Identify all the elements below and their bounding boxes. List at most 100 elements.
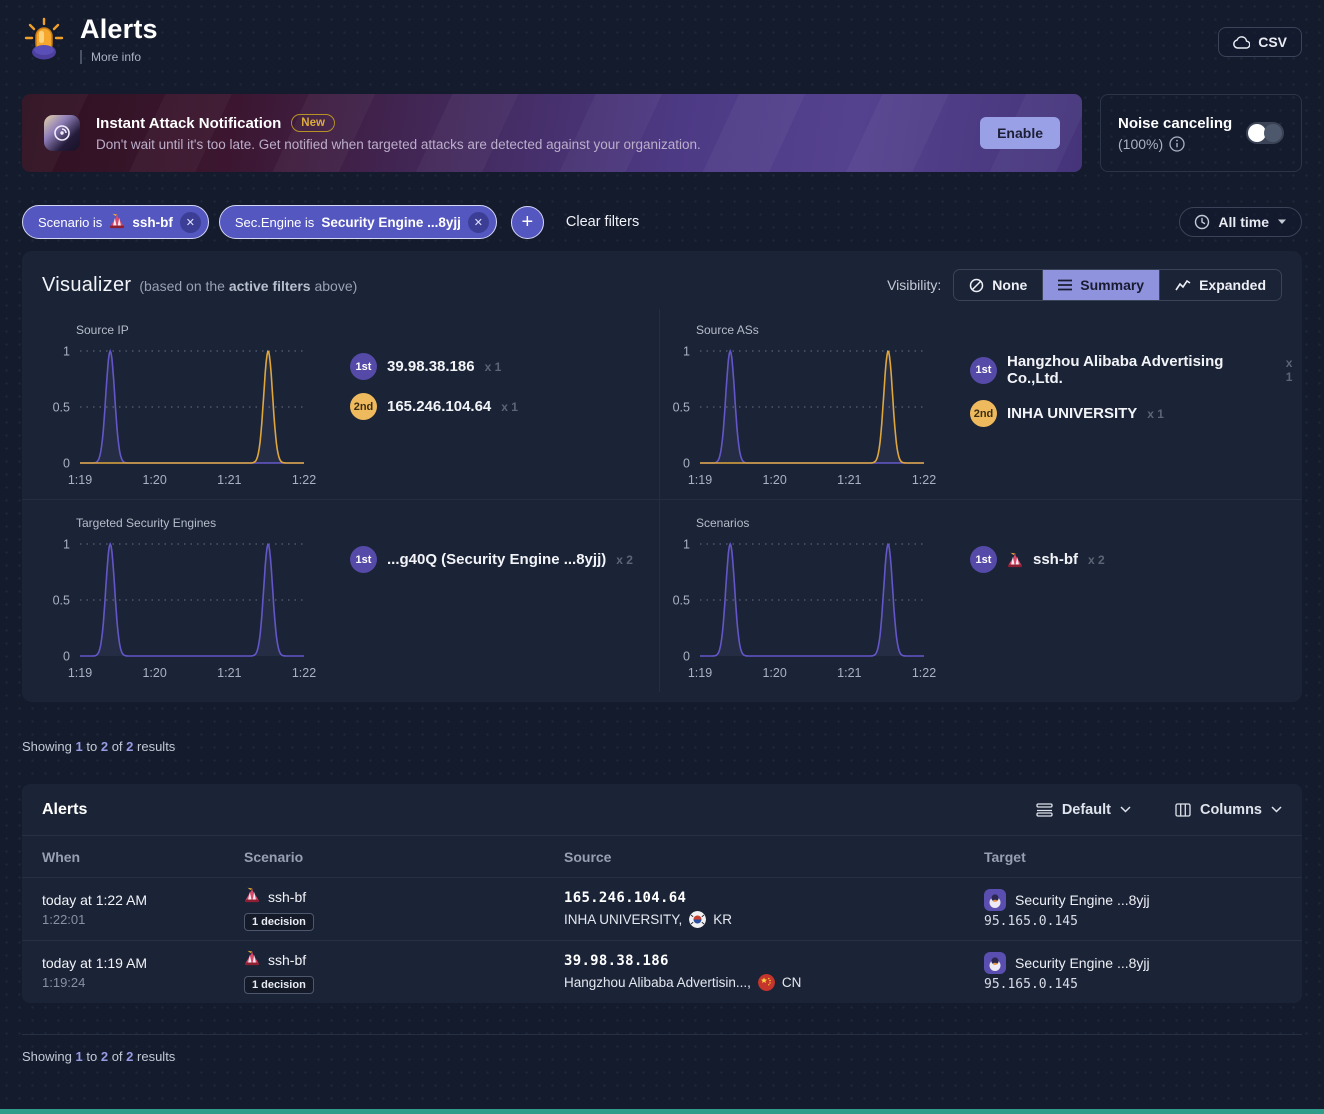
clear-filters-button[interactable]: Clear filters bbox=[565, 214, 640, 230]
svg-text:1:22: 1:22 bbox=[912, 473, 936, 487]
svg-text:1:20: 1:20 bbox=[142, 666, 166, 680]
cn-flag-icon bbox=[757, 974, 775, 991]
chart-legend: 1st Hangzhou Alibaba Advertising Co.,Ltd.… bbox=[970, 341, 1302, 493]
table-row[interactable]: today at 1:19 AM 1:19:24 ssh-bf 1 decisi… bbox=[22, 941, 1302, 1003]
add-filter-button[interactable]: + bbox=[510, 205, 544, 239]
bottom-divider bbox=[22, 1034, 1302, 1035]
visualizer-title: Visualizer bbox=[42, 273, 132, 296]
list-icon bbox=[1058, 279, 1073, 291]
chart-title: Source IP bbox=[76, 323, 129, 337]
column-header-target[interactable]: Target bbox=[984, 848, 1026, 865]
noise-canceling-label: Noise canceling bbox=[1118, 114, 1233, 132]
legend-label: ssh-bf bbox=[1033, 551, 1078, 568]
alert-when-time: 1:22:01 bbox=[42, 911, 86, 927]
target-ip: 95.165.0.145 bbox=[984, 977, 1078, 992]
alert-when: today at 1:19 AM bbox=[42, 954, 148, 971]
svg-text:1:21: 1:21 bbox=[837, 473, 861, 487]
chart-title: Targeted Security Engines bbox=[76, 516, 217, 530]
svg-text:0.5: 0.5 bbox=[53, 401, 70, 415]
legend-item: 1st 39.98.38.186 x 1 bbox=[350, 353, 518, 380]
svg-text:0.5: 0.5 bbox=[673, 401, 690, 415]
page-bottom-accent bbox=[0, 1109, 1324, 1114]
noise-canceling-toggle[interactable] bbox=[1246, 122, 1284, 144]
svg-text:1:22: 1:22 bbox=[292, 473, 316, 487]
legend-item: 1st Hangzhou Alibaba Advertising Co.,Ltd.… bbox=[970, 353, 1302, 387]
alert-when: today at 1:22 AM bbox=[42, 891, 148, 908]
legend-count: x 1 bbox=[1147, 406, 1164, 421]
visibility-expanded-button[interactable]: Expanded bbox=[1159, 270, 1281, 300]
csv-button-label: CSV bbox=[1258, 34, 1287, 50]
legend-label: Hangzhou Alibaba Advertising Co.,Ltd. bbox=[1007, 353, 1224, 387]
target-name: Security Engine ...8yjj bbox=[1015, 892, 1150, 908]
columns-label: Columns bbox=[1199, 801, 1262, 818]
chip-value: Security Engine ...8yjj bbox=[321, 214, 461, 230]
close-icon[interactable]: ✕ bbox=[179, 211, 201, 233]
banner-title: Instant Attack Notification bbox=[96, 114, 282, 132]
rank-badge: 1st bbox=[970, 546, 997, 573]
filter-chip-scenario[interactable]: Scenario is ssh-bf ✕ bbox=[22, 205, 209, 239]
page-title: Alerts bbox=[80, 14, 158, 44]
chart-source-ip: Source IP 0 0.5 1 1:19 1:20 1:21 1:22 1st 39.98… bbox=[22, 309, 660, 499]
rank-badge: 2nd bbox=[970, 400, 997, 427]
chip-prefix: Sec.Engine is bbox=[234, 214, 315, 230]
filter-bar: Scenario is ssh-bf ✕ Sec.Engine is Secur… bbox=[22, 205, 1302, 239]
rank-badge: 1st bbox=[350, 353, 377, 380]
chart-legend: 1st 39.98.38.186 x 1 2nd 165.246.104.64 x 1 bbox=[350, 341, 518, 493]
visibility-summary-button[interactable]: Summary bbox=[1042, 270, 1160, 300]
svg-text:1:19: 1:19 bbox=[68, 473, 92, 487]
table-row[interactable]: today at 1:22 AM 1:22:01 ssh-bf 1 decisi… bbox=[22, 878, 1302, 941]
svg-text:1:20: 1:20 bbox=[762, 666, 786, 680]
alert-scenario: ssh-bf bbox=[268, 888, 307, 905]
svg-text:1:21: 1:21 bbox=[217, 666, 241, 680]
visualizer-card: Visualizer (based on the active filters … bbox=[22, 251, 1302, 702]
legend-label: 39.98.38.186 bbox=[387, 358, 475, 375]
page-header: Alerts More info CSV bbox=[22, 0, 1302, 64]
filter-chip-sec-engine[interactable]: Sec.Engine is Security Engine ...8yjj ✕ bbox=[218, 205, 497, 239]
column-header-when[interactable]: When bbox=[42, 848, 81, 865]
svg-text:1: 1 bbox=[63, 345, 70, 359]
column-header-source[interactable]: Source bbox=[564, 848, 612, 865]
legend-label: ...g40Q (Security Engine ...8yjj) bbox=[387, 551, 607, 568]
chip-value: ssh-bf bbox=[132, 214, 173, 230]
new-badge: New bbox=[291, 114, 335, 132]
legend-label: INHA UNIVERSITY bbox=[1007, 405, 1138, 422]
slash-circle-icon bbox=[970, 278, 984, 292]
svg-text:1: 1 bbox=[683, 538, 690, 552]
line-chart: 0 0.5 1 1:19 1:20 1:21 1:22 bbox=[673, 538, 937, 681]
visibility-segmented-control: None Summary Expanded bbox=[953, 269, 1282, 301]
info-icon[interactable] bbox=[1169, 135, 1185, 152]
enable-button[interactable]: Enable bbox=[980, 117, 1060, 149]
results-summary-top: Showing 1 to 2 of 2 results bbox=[22, 739, 176, 754]
alerts-table-card: Alerts Default bbox=[22, 784, 1302, 1003]
decision-badge: 1 decision bbox=[244, 913, 314, 931]
visibility-label: Visibility: bbox=[887, 277, 942, 293]
close-icon[interactable]: ✕ bbox=[467, 211, 489, 233]
more-info-link[interactable]: More info bbox=[80, 50, 158, 64]
line-chart: 0 0.5 1 1:19 1:20 1:21 1:22 bbox=[673, 345, 937, 488]
siren-icon bbox=[24, 17, 64, 60]
columns-icon bbox=[1175, 802, 1191, 817]
svg-text:1:19: 1:19 bbox=[68, 666, 92, 680]
svg-text:1:19: 1:19 bbox=[688, 666, 712, 680]
columns-dropdown[interactable]: Columns bbox=[1175, 802, 1282, 818]
visibility-none-button[interactable]: None bbox=[954, 270, 1042, 300]
legend-count: x 1 bbox=[484, 359, 502, 374]
legend-item: 1st ssh-bf x 2 bbox=[970, 546, 1105, 573]
visualizer-subtitle: (based on the active filters above) bbox=[139, 277, 358, 294]
charts-grid: Source IP 0 0.5 1 1:19 1:20 1:21 1:22 1st 39.98… bbox=[22, 309, 1302, 702]
svg-text:1:21: 1:21 bbox=[217, 473, 241, 487]
time-range-dropdown[interactable]: All time bbox=[1179, 207, 1302, 237]
svg-text:1:19: 1:19 bbox=[688, 473, 712, 487]
csv-export-button[interactable]: CSV bbox=[1218, 27, 1302, 57]
source-ip: 165.246.104.64 bbox=[564, 890, 687, 906]
chevron-down-icon bbox=[1271, 806, 1282, 813]
density-dropdown[interactable]: Default bbox=[1036, 802, 1131, 818]
svg-text:1:22: 1:22 bbox=[912, 666, 936, 680]
chevron-down-icon bbox=[1278, 219, 1286, 224]
chart-legend: 1st ssh-bf x 2 bbox=[970, 534, 1105, 686]
line-chart: 0 0.5 1 1:19 1:20 1:21 1:22 bbox=[53, 538, 317, 681]
column-header-scenario[interactable]: Scenario bbox=[244, 848, 304, 865]
chart-title: Scenarios bbox=[696, 516, 750, 530]
legend-count: x 2 bbox=[1088, 552, 1105, 567]
svg-text:0: 0 bbox=[683, 650, 690, 664]
